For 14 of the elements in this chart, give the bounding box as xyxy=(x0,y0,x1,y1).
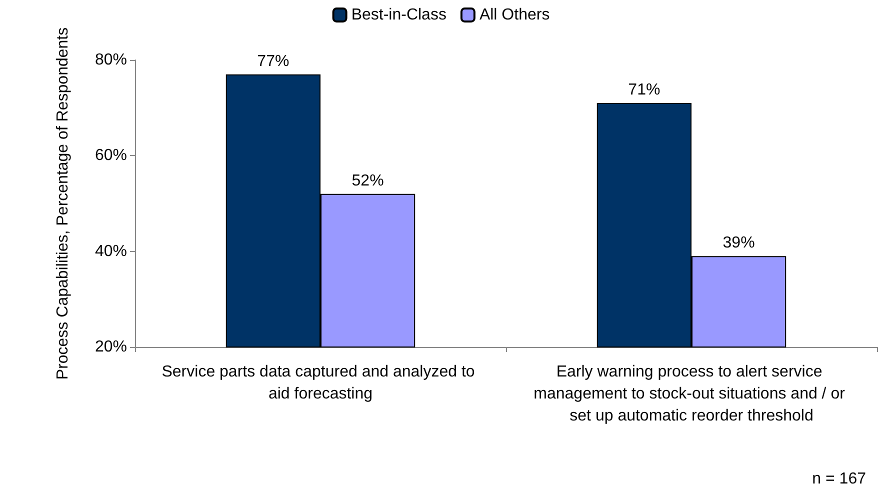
data-label: 71% xyxy=(628,82,660,99)
y-axis-title: Process Capabilities, Percentage of Respondents xyxy=(54,27,72,380)
data-label: 77% xyxy=(257,52,290,70)
legend-label: All Others xyxy=(479,6,550,24)
data-label: 39% xyxy=(722,234,755,252)
y-tick-label: 60% xyxy=(94,147,127,164)
y-tick-label: 20% xyxy=(94,338,127,356)
x-tick-label: Early warning process to alert service management to stock-out situations and / or set up automatic reorder threshold xyxy=(534,364,850,424)
x-tick-label: Service parts data captured and analyzed to aid forecasting xyxy=(162,364,480,402)
y-tick-label: 80% xyxy=(94,52,127,68)
data-label: 52% xyxy=(352,172,384,190)
legend-label: Best-in-Class xyxy=(351,6,446,24)
text: n = 167 xyxy=(812,470,866,488)
y-tick-label: 40% xyxy=(94,242,127,260)
